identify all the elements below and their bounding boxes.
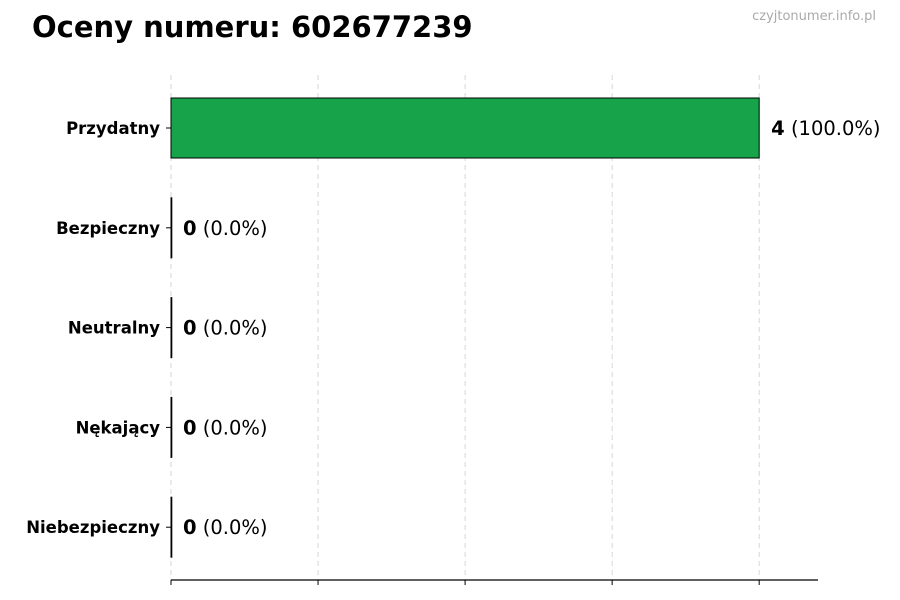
y-tick-label: Przydatny xyxy=(66,119,160,138)
y-tick-label: Niebezpieczny xyxy=(26,518,160,537)
data-label-percent: (0.0%) xyxy=(197,217,268,240)
data-label-count: 0 xyxy=(183,317,197,340)
data-label-count: 0 xyxy=(183,217,197,240)
data-label: 0 (0.0%) xyxy=(183,217,268,240)
y-tick-label: Bezpieczny xyxy=(56,219,160,238)
bar xyxy=(170,496,173,558)
data-label: 0 (0.0%) xyxy=(183,317,268,340)
data-label-count: 4 xyxy=(771,117,785,140)
watermark: czyjtonumer.info.pl xyxy=(752,9,876,24)
bar xyxy=(170,396,173,458)
data-label: 0 (0.0%) xyxy=(183,516,268,539)
data-label-percent: (100.0%) xyxy=(785,117,881,140)
data-label-percent: (0.0%) xyxy=(197,317,268,340)
data-label: 4 (100.0%) xyxy=(771,117,880,140)
data-label-percent: (0.0%) xyxy=(197,416,268,439)
bar xyxy=(170,197,173,259)
bar xyxy=(170,97,760,159)
y-tick-label: Nękający xyxy=(76,418,161,437)
data-label-count: 0 xyxy=(183,416,197,439)
data-label-percent: (0.0%) xyxy=(197,516,268,539)
bar xyxy=(170,297,173,359)
data-label-count: 0 xyxy=(183,516,197,539)
y-tick-label: Neutralny xyxy=(68,319,160,338)
data-label: 0 (0.0%) xyxy=(183,416,268,439)
chart-title: Oceny numeru: 602677239 xyxy=(32,10,473,44)
